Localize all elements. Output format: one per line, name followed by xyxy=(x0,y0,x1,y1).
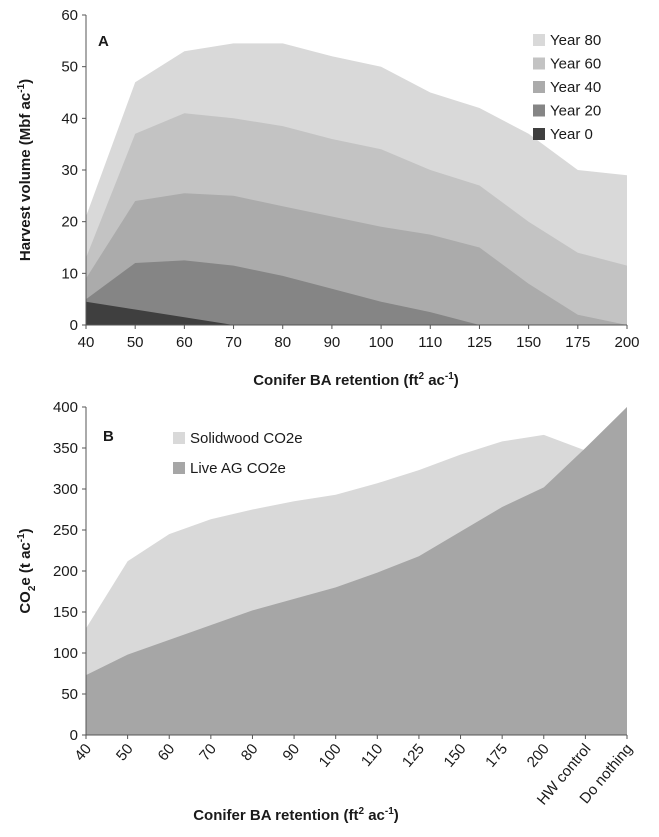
x-tick-label: 60 xyxy=(155,741,179,765)
panel-b-legend: Solidwood CO2e Live AG CO2e xyxy=(173,430,303,477)
x-tick-label: 175 xyxy=(565,334,590,351)
legend-swatch-year-40 xyxy=(533,81,545,93)
x-tick-label: 175 xyxy=(482,741,511,771)
y-tick-label: 200 xyxy=(53,563,78,580)
panel-a-x-axis-title: Conifer BA retention (ft2 ac-1) xyxy=(253,371,459,389)
x-tick-label: 100 xyxy=(369,334,394,351)
legend-label-year-20: Year 20 xyxy=(550,103,601,120)
x-tick-label: 80 xyxy=(274,334,291,351)
legend-label-live-ag-co2e: Live AG CO2e xyxy=(190,460,286,477)
legend-label-year-60: Year 60 xyxy=(550,56,601,73)
y-tick-label: 250 xyxy=(53,522,78,539)
panel-a-areas xyxy=(85,15,627,326)
panel-a-y-ticks: 0 10 20 30 40 50 60 xyxy=(61,7,86,334)
panel-b: 0 50 100 150 200 250 300 350 400 40 50 60 70 80 90 100… xyxy=(16,399,636,824)
y-tick-label: 400 xyxy=(53,399,78,416)
y-tick-label: 150 xyxy=(53,604,78,621)
y-tick-label: 30 xyxy=(61,162,78,179)
x-tick-label: 90 xyxy=(279,741,303,765)
x-tick-label: 40 xyxy=(71,741,95,765)
legend-label-year-40: Year 40 xyxy=(550,79,601,96)
y-tick-label: 0 xyxy=(70,317,78,334)
legend-swatch-year-20 xyxy=(533,104,545,117)
y-tick-label: 60 xyxy=(61,7,78,24)
panel-a: 0 10 20 30 40 50 60 40 50 60 70 80 90 100 110 125 150 17… xyxy=(16,7,640,389)
legend-swatch-year-60 xyxy=(533,57,545,70)
legend-label-year-80: Year 80 xyxy=(550,32,601,49)
panel-b-y-ticks: 0 50 100 150 200 250 300 350 400 xyxy=(53,399,86,744)
y-tick-label: 10 xyxy=(61,265,78,282)
y-tick-label: 20 xyxy=(61,214,78,231)
legend-swatch-year-80 xyxy=(533,34,545,46)
x-tick-label: 100 xyxy=(316,741,345,771)
area-year-0 xyxy=(86,301,627,325)
legend-swatch-year-0 xyxy=(533,128,545,140)
x-tick-label: 70 xyxy=(196,741,220,765)
x-tick-label: 50 xyxy=(127,334,144,351)
x-tick-label: 150 xyxy=(516,334,541,351)
panel-a-label: A xyxy=(98,33,109,50)
y-tick-label: 350 xyxy=(53,440,78,457)
x-tick-label: 40 xyxy=(78,334,95,351)
legend-swatch-solidwood-co2e xyxy=(173,432,185,444)
x-tick-label: 200 xyxy=(614,334,639,351)
x-tick-label: 125 xyxy=(467,334,492,351)
y-tick-label: 0 xyxy=(70,727,78,744)
y-tick-label: 300 xyxy=(53,481,78,498)
x-tick-label: 80 xyxy=(238,741,262,765)
legend-label-solidwood-co2e: Solidwood CO2e xyxy=(190,430,303,447)
legend-swatch-live-ag-co2e xyxy=(173,462,185,474)
y-tick-label: 40 xyxy=(61,110,78,127)
x-tick-label: 110 xyxy=(358,741,386,770)
panel-b-areas xyxy=(85,407,627,736)
area-live-ag-co2e xyxy=(86,407,627,735)
x-tick-label: 110 xyxy=(418,334,442,351)
x-tick-label: 200 xyxy=(524,741,553,771)
area-year-20 xyxy=(86,260,627,325)
panel-b-x-axis-title: Conifer BA retention (ft2 ac-1) xyxy=(193,806,399,824)
y-tick-label: 50 xyxy=(61,59,78,76)
x-tick-label: 70 xyxy=(225,334,242,351)
panel-b-y-axis-title: CO2e (t ac-1) xyxy=(16,528,38,613)
panel-b-label: B xyxy=(103,428,114,445)
legend-label-year-0: Year 0 xyxy=(550,126,593,143)
x-tick-label: 150 xyxy=(440,741,469,771)
x-tick-label: 60 xyxy=(176,334,193,351)
x-tick-label: 50 xyxy=(113,741,137,765)
panel-a-x-ticks: 40 50 60 70 80 90 100 110 125 150 175 200 xyxy=(78,325,640,351)
panel-a-y-axis-title: Harvest volume (Mbf ac-1) xyxy=(16,79,34,261)
x-tick-label: 90 xyxy=(324,334,341,351)
y-tick-label: 50 xyxy=(61,686,78,703)
panel-a-legend: Year 80 Year 60 Year 40 Year 20 Year 0 xyxy=(533,32,601,143)
x-tick-label: 125 xyxy=(399,741,428,771)
y-tick-label: 100 xyxy=(53,645,78,662)
